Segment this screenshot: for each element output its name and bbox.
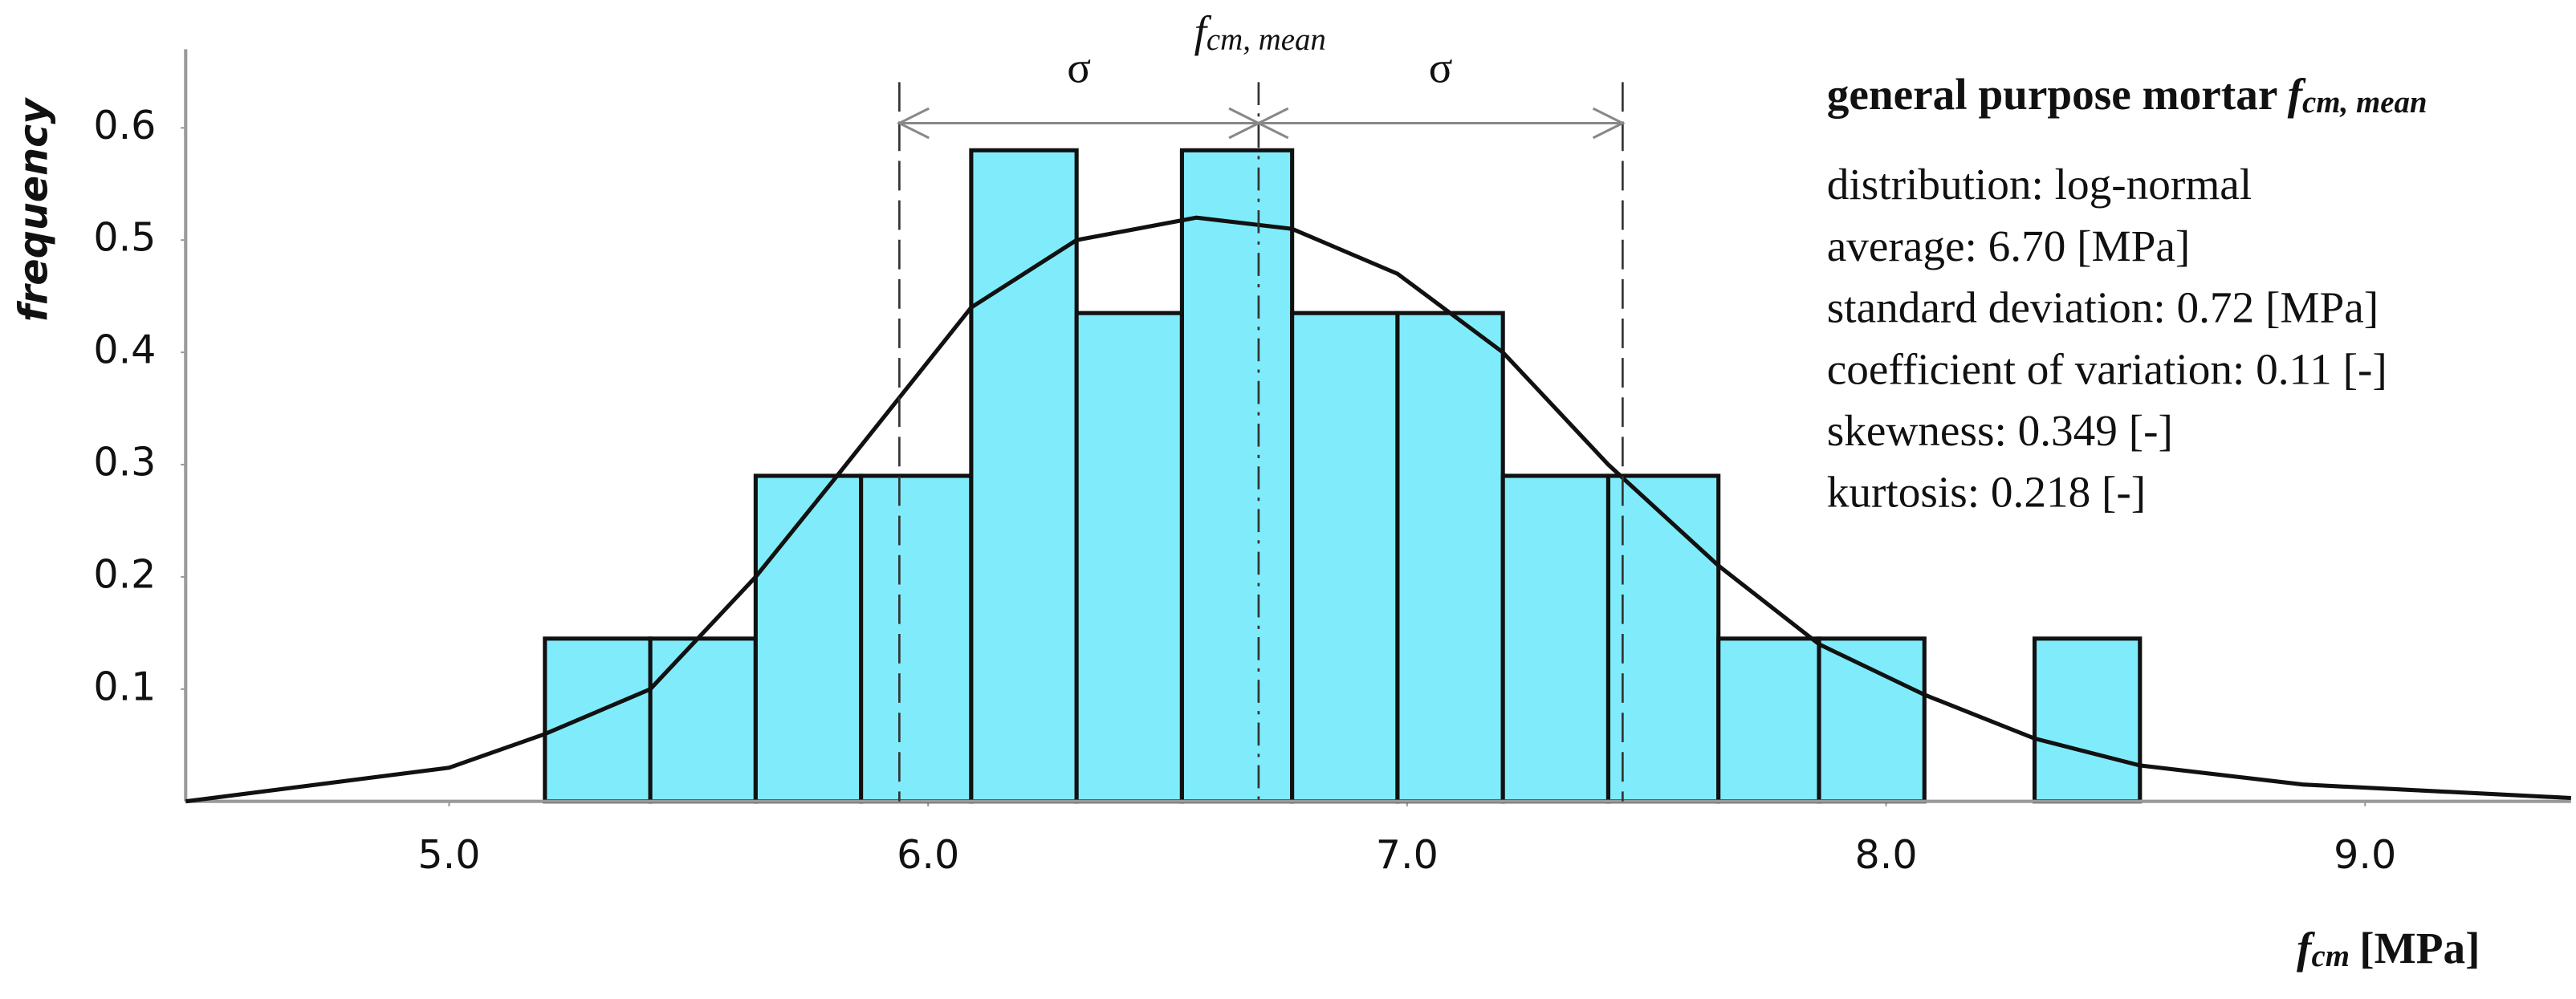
- x-tick-label: 8.0: [1855, 831, 1918, 878]
- x-tick-label: 5.0: [417, 831, 480, 878]
- bar: [1179, 148, 1295, 804]
- x-label-sub: cm: [2311, 939, 2350, 973]
- x-axis-label: fcm [MPa]: [2297, 924, 2480, 973]
- bar: [1716, 636, 1821, 804]
- y-tick-label: 0.1: [93, 663, 156, 709]
- arrow-head: [896, 107, 930, 140]
- x-label-symbol: f: [2297, 924, 2315, 973]
- bar: [648, 636, 758, 804]
- stats-line: standard deviation: 0.72 [MPa]: [1827, 283, 2379, 332]
- bar: [2032, 636, 2143, 804]
- x-tick-label: 9.0: [2334, 831, 2396, 878]
- mean-label: fcm, mean: [1194, 7, 1326, 57]
- sigma-label: σ: [1429, 43, 1453, 92]
- chart-title: general purpose mortar fcm, mean: [1827, 69, 2427, 119]
- y-tick-label: 0.6: [93, 102, 156, 148]
- bar: [1290, 311, 1400, 804]
- stats-line: distribution: log-normal: [1827, 160, 2252, 209]
- title-symbol: f: [2288, 69, 2306, 118]
- sigma-label: σ: [1067, 43, 1091, 92]
- title-text: general purpose mortar: [1827, 69, 2278, 118]
- stats-line: average: 6.70 [MPa]: [1827, 221, 2191, 270]
- x-label-unit: [MPa]: [2359, 924, 2480, 973]
- y-tick-label: 0.3: [93, 439, 156, 485]
- mean-sub: cm, mean: [1207, 22, 1326, 57]
- bar: [543, 636, 653, 804]
- bar: [859, 473, 974, 804]
- stats-line: kurtosis: 0.218 [-]: [1827, 468, 2146, 517]
- bar: [753, 473, 864, 804]
- stats-line: coefficient of variation: 0.11 [-]: [1827, 344, 2387, 393]
- y-tick-label: 0.2: [93, 550, 156, 597]
- x-tick-label: 6.0: [897, 831, 959, 878]
- x-tick-label: 7.0: [1376, 831, 1439, 878]
- arrow-head: [1592, 107, 1626, 140]
- stats-line: skewness: 0.349 [-]: [1827, 406, 2173, 455]
- y-tick-label: 0.4: [93, 327, 156, 373]
- bar: [1395, 311, 1505, 804]
- bar: [1500, 473, 1611, 804]
- bar: [1817, 636, 1927, 804]
- y-tick-label: 0.5: [93, 214, 156, 261]
- bar: [1074, 311, 1184, 804]
- y-axis-label: frequency: [10, 97, 57, 322]
- title-symbol-sub: cm, mean: [2302, 85, 2427, 120]
- bar: [1605, 473, 1721, 804]
- fitted-curve: [185, 215, 2571, 804]
- arrow-head: [1255, 107, 1289, 140]
